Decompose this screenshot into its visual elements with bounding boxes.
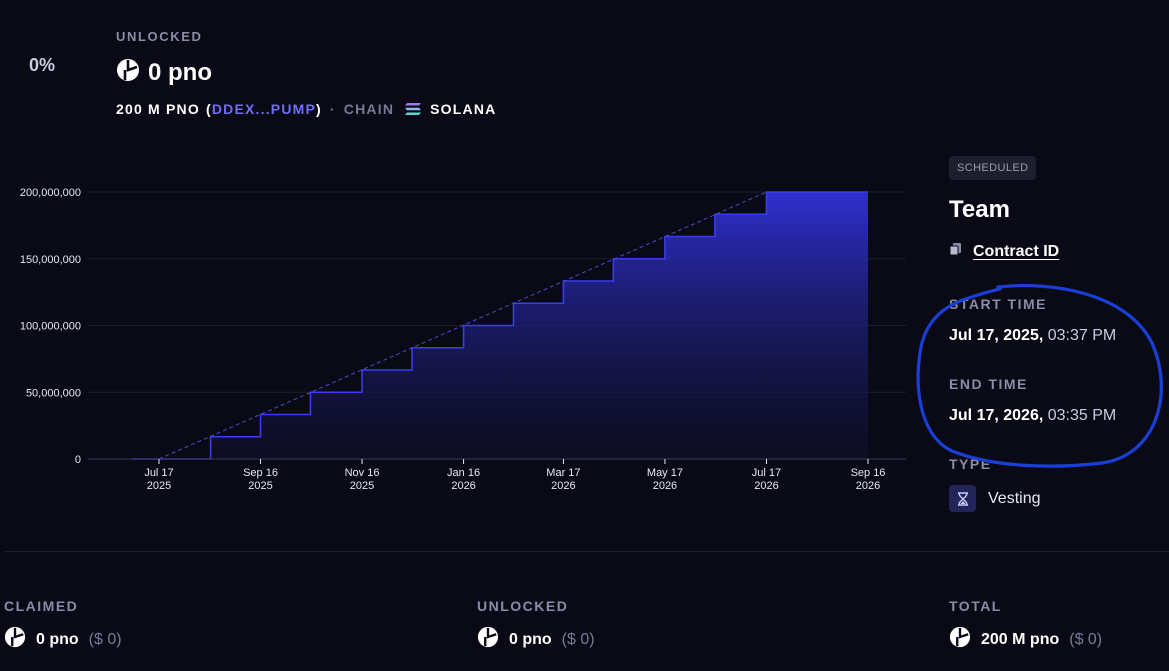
total-unlocked-value: 0 pno ($ 0) [477,626,595,653]
total-label: TOTAL [949,598,1002,614]
x-tick-year: 2026 [551,480,575,492]
x-tick-year: 2026 [653,480,677,492]
status-badge: SCHEDULED [949,156,1037,180]
y-tick-label: 50,000,000 [26,387,81,399]
unlocked-amount: 0 pno [148,58,212,86]
end-time-value: Jul 17, 2026, 03:35 PM [949,407,1116,425]
unlocked-percent: 0% [29,55,56,75]
y-tick-label: 150,000,000 [20,254,81,266]
separator-dot: · [329,101,336,117]
unlocked-amount-row: 0 pno [116,58,212,87]
y-tick-label: 100,000,000 [20,321,81,333]
claimed-label: CLAIMED [4,598,79,614]
x-tick-label: Nov 16 [345,467,380,479]
type-value: Vesting [988,489,1041,507]
y-tick-label: 200,000,000 [20,187,81,199]
chain-value: SOLANA [430,101,497,117]
pno-token-icon [949,626,971,653]
x-tick-label: May 17 [647,467,683,479]
stream-name: Team [949,196,1010,223]
start-time-value: Jul 17, 2025, 03:37 PM [949,327,1116,345]
unlocked-heading: UNLOCKED [116,29,203,44]
start-time-label: START TIME [949,296,1047,312]
x-tick-year: 2025 [147,480,171,492]
total-unlocked-usd: ($ 0) [561,630,595,648]
paren-close: ) [316,101,322,117]
x-tick-label: Sep 16 [851,467,886,479]
total-amount: 200 M pno [981,630,1060,648]
x-tick-label: Mar 17 [546,467,580,479]
x-tick-label: Jul 17 [144,467,173,479]
end-date: Jul 17, 2026, [949,407,1044,424]
token-supply: 200 M PNO [116,101,200,117]
claimed-value: 0 pno ($ 0) [4,626,122,653]
token-info-row: 200 M PNO ( DDEX...PUMP ) · CHAIN SOLANA [116,101,496,117]
x-tick-year: 2026 [754,480,778,492]
hourglass-icon [949,485,976,512]
x-tick-year: 2026 [856,480,880,492]
type-label: TYPE [949,456,992,472]
copy-icon[interactable] [949,242,963,261]
type-row: Vesting [949,485,1040,512]
vesting-chart: 0 50,000,000 100,000,000 150,000,000 200,000… [20,187,906,492]
end-clock: 03:35 PM [1047,407,1117,424]
claimed-usd: ($ 0) [88,630,122,648]
total-value: 200 M pno ($ 0) [949,626,1102,653]
paren-open: ( [205,101,212,117]
linear-reference-line [158,191,767,460]
y-tick-label: 0 [75,454,81,466]
contract-id-link[interactable]: Contract ID [973,242,1060,260]
x-tick-year: 2026 [451,480,475,492]
start-date: Jul 17, 2025, [949,327,1044,344]
claimed-amount: 0 pno [36,630,79,648]
solana-icon [404,102,422,116]
x-tick-label: Jul 17 [752,467,781,479]
x-tick-year: 2025 [350,480,374,492]
chain-label: CHAIN [343,101,395,117]
token-address-link[interactable]: DDEX...PUMP [211,101,317,117]
x-tick-label: Sep 16 [243,467,278,479]
end-time-label: END TIME [949,376,1028,392]
pno-token-icon [4,626,26,653]
start-clock: 03:37 PM [1047,327,1117,344]
x-tick-year: 2025 [248,480,272,492]
total-usd: ($ 0) [1069,630,1103,648]
total-unlocked-label: UNLOCKED [477,598,569,614]
x-tick-label: Jan 16 [447,467,480,479]
section-divider [4,551,1169,552]
contract-id-row[interactable]: Contract ID [949,242,1059,261]
pno-token-icon [116,58,140,87]
pno-token-icon [477,626,499,653]
total-unlocked-amount: 0 pno [509,630,552,648]
